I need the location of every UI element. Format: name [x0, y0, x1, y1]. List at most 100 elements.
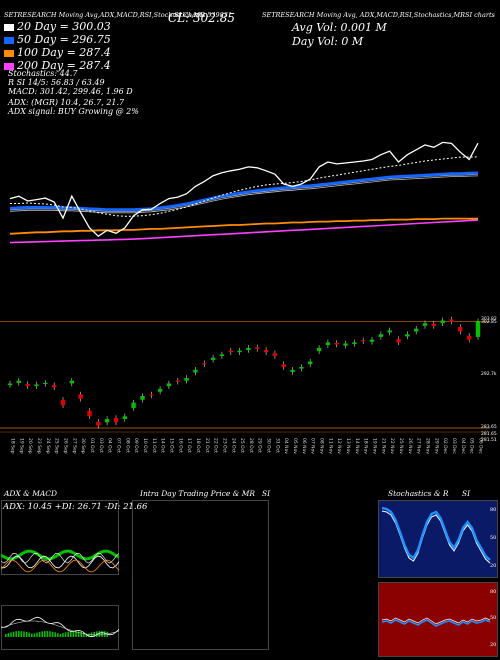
- candle-body: [396, 339, 401, 343]
- price-axis-label: 302.85: [481, 319, 497, 325]
- candle-body: [60, 399, 66, 406]
- sma20-line: [10, 156, 479, 217]
- candle-body: [202, 363, 207, 365]
- stoch-panel-title: Stochastics & R: [388, 489, 449, 498]
- macd-histogram-bar: [10, 632, 12, 637]
- candle-body: [219, 354, 225, 356]
- ma-legend: 20 Day = 300.03 50 Day = 296.75 100 Day …: [4, 20, 111, 72]
- candle-body: [431, 323, 436, 326]
- legend-item: 200 Day = 287.4: [4, 59, 111, 72]
- candle-body: [440, 320, 445, 324]
- candle-body: [113, 418, 119, 423]
- candle-body: [52, 385, 57, 388]
- candle-body: [96, 421, 101, 426]
- candle-body: [104, 419, 110, 423]
- stoch-d-line: [381, 510, 491, 564]
- candle-body: [184, 378, 189, 381]
- rsi-tick-80: 80: [490, 589, 497, 595]
- candle-body: [122, 416, 127, 419]
- candle-body: [352, 342, 357, 344]
- date-tick-label: 30 Sep: [80, 438, 86, 454]
- date-tick-label: 14 Oct: [160, 438, 166, 453]
- minus-di-line: [1, 559, 119, 573]
- candle-body: [78, 394, 83, 399]
- candle-body: [334, 342, 339, 345]
- intraday-panel-title: Intra Day Trading Price & MR: [140, 489, 256, 498]
- rsi-panel: [378, 582, 498, 657]
- macd-histogram-bar: [44, 631, 46, 637]
- date-tick-label: 18 Nov: [363, 438, 369, 454]
- price-axis-label: 303.82: [481, 316, 497, 322]
- date-tick-label: 05 Dec: [469, 438, 475, 454]
- macd-histogram-bar: [25, 632, 28, 637]
- candle-body: [69, 380, 74, 384]
- price-axis-label: 283.65: [481, 424, 497, 430]
- date-tick-label: 31 Oct: [274, 438, 280, 453]
- candle-body: [378, 334, 384, 337]
- macd-histogram-bar: [18, 631, 20, 637]
- adx-lines: [1, 549, 119, 573]
- candle-body: [308, 361, 313, 365]
- date-tick-label: 27 Sep: [71, 438, 77, 454]
- candle-body: [299, 367, 304, 369]
- adx-values: ADX: 10.45 +DI: 26.71 -DI: 21.66: [3, 502, 148, 512]
- intraday-panel: [132, 500, 269, 650]
- date-tick-label: 21 Oct: [204, 438, 210, 453]
- macd-histogram-bar: [83, 632, 85, 637]
- date-tick-label: 20 Sep: [27, 438, 33, 454]
- date-tick-label: 04 Dec: [460, 438, 466, 454]
- stoch-tick-80: 80: [490, 507, 497, 513]
- candle-body: [193, 369, 198, 373]
- price-axis-label: 281.65: [481, 431, 497, 437]
- candle-body: [140, 396, 145, 400]
- macd-histogram-bar: [70, 631, 72, 637]
- date-tick-label: 08 Oct: [124, 438, 130, 453]
- rsi-lines: [381, 617, 491, 627]
- date-tick-label: 10 Oct: [142, 438, 148, 453]
- stoch-k-line: [381, 506, 491, 561]
- macd-histogram-bar: [88, 633, 90, 637]
- rsi-aux-line: [381, 617, 491, 625]
- date-tick-label: 07 Oct: [116, 438, 122, 453]
- macd-histogram-bar: [85, 633, 88, 637]
- candle-body: [281, 364, 286, 367]
- rsi-readout: R SI 14/5: 56.83 / 63.49: [8, 78, 105, 87]
- candle-body: [369, 339, 375, 342]
- legend-200-day: 200 Day = 287.4: [17, 59, 111, 72]
- macd-histogram-bar: [80, 632, 82, 637]
- candle-body: [449, 319, 454, 322]
- legend-swatch-50: [4, 36, 14, 44]
- adx-aux-line: [1, 552, 119, 564]
- macd-histogram-bar: [49, 631, 51, 637]
- date-tick-label: 25 Oct: [239, 438, 245, 453]
- date-tick-label: 06 Nov: [301, 438, 307, 454]
- avg-volume-label: Avg Vol: 0.001 M: [292, 21, 387, 34]
- chart-title-code: SI Charts 539831: [174, 11, 233, 19]
- chart-title: SETRESEARCH Moving Avg,ADX,MACD,RSI,Stoc…: [4, 11, 205, 19]
- date-tick-label: 04 Oct: [107, 438, 113, 453]
- adx-panel-title: ADX & MACD: [4, 489, 58, 498]
- sma50-band-lower: [9, 175, 479, 214]
- candle-body: [255, 347, 260, 349]
- macd-histogram-bar: [41, 631, 43, 637]
- adx-signal-readout: ADX signal: BUY Growing @ 2%: [8, 107, 139, 116]
- date-tick-label: 01 Oct: [89, 438, 95, 453]
- date-tick-label: 28 Oct: [248, 438, 254, 453]
- date-tick-label: 09 Oct: [133, 438, 139, 453]
- legend-swatch-100: [4, 49, 14, 57]
- sma100-line: [9, 217, 478, 235]
- date-tick-label: 23 Oct: [221, 438, 227, 453]
- candle-body: [387, 330, 392, 333]
- macd-histogram-bar: [15, 631, 17, 637]
- date-tick-label: 05 Nov: [292, 438, 298, 454]
- date-tick-label: 06 Dec: [478, 438, 484, 454]
- macd-histogram-bar: [5, 634, 7, 637]
- date-tick-label: 03 Dec: [451, 438, 457, 454]
- candle-body: [87, 410, 92, 417]
- adx-panel: [1, 500, 119, 575]
- candle-body: [272, 353, 278, 356]
- date-tick-label: 23 Sep: [36, 438, 42, 454]
- date-tick-label: 27 Nov: [416, 438, 422, 454]
- candle-body: [458, 327, 463, 332]
